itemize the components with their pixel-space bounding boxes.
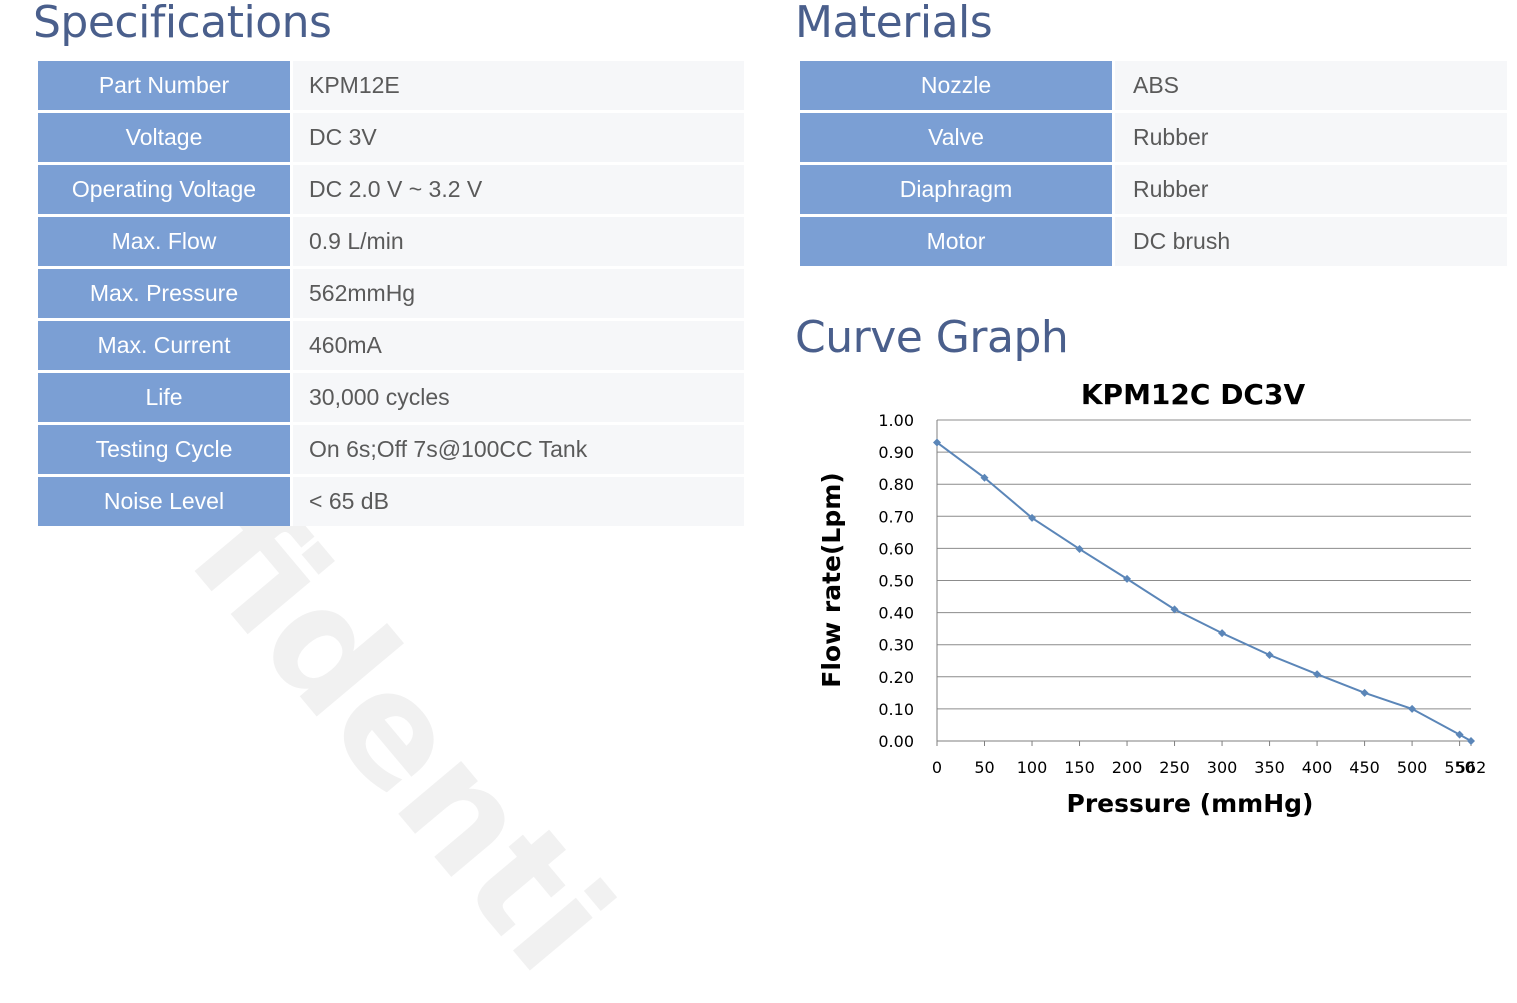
x-tick-label: 500	[1397, 758, 1428, 777]
data-point-marker	[1218, 629, 1227, 638]
spec-row: Part Number KPM12E	[38, 61, 744, 110]
material-value: DC brush	[1115, 217, 1507, 266]
spec-row: Max. Pressure 562mmHg	[38, 269, 744, 318]
material-value: ABS	[1115, 61, 1507, 110]
spec-label: Max. Flow	[38, 217, 293, 266]
series-line	[936, 441, 1472, 742]
y-tick-label: 0.40	[878, 604, 914, 623]
spec-value: KPM12E	[293, 61, 744, 110]
y-tick-label: 0.00	[878, 732, 914, 751]
y-tick-label: 0.90	[878, 443, 914, 462]
x-tick-label: 400	[1302, 758, 1333, 777]
material-label: Valve	[800, 113, 1115, 162]
y-axis-label: Flow rate(Lpm)	[817, 472, 846, 687]
material-label: Diaphragm	[800, 165, 1115, 214]
material-row: Valve Rubber	[800, 113, 1507, 162]
spec-value: 0.9 L/min	[293, 217, 744, 266]
flow-pressure-chart: KPM12C DC3V 0.00 0.10 0.20 0.30 0.40 0.50 0.60…	[817, 378, 1486, 818]
x-tick-label: 150	[1064, 758, 1095, 777]
data-point-marker	[1408, 704, 1417, 713]
data-point-marker	[1360, 688, 1369, 697]
spec-row: Operating Voltage DC 2.0 V ~ 3.2 V	[38, 165, 744, 214]
series-markers	[933, 438, 1475, 745]
material-label: Motor	[800, 217, 1115, 266]
material-row: Nozzle ABS	[800, 61, 1507, 110]
x-tick-label: 50	[974, 758, 994, 777]
materials-title: Materials	[795, 0, 993, 48]
materials-table: Nozzle ABS Valve Rubber Diaphragm Rubber Motor…	[800, 58, 1507, 269]
confidential-watermark: fidenti	[156, 470, 644, 1003]
y-tick-label: 0.50	[878, 572, 914, 591]
data-point-marker	[1123, 574, 1132, 583]
data-point-marker	[1170, 605, 1179, 614]
spec-value: 460mA	[293, 321, 744, 370]
material-value: Rubber	[1115, 165, 1507, 214]
y-tick-label: 0.20	[878, 668, 914, 687]
spec-value: 562mmHg	[293, 269, 744, 318]
spec-value: < 65 dB	[293, 477, 744, 526]
spec-row: Max. Current 460mA	[38, 321, 744, 370]
y-tick-label: 0.30	[878, 636, 914, 655]
material-value: Rubber	[1115, 113, 1507, 162]
x-tick-label: 550	[1444, 758, 1475, 777]
x-tick-label: 350	[1254, 758, 1285, 777]
spec-row: Voltage DC 3V	[38, 113, 744, 162]
spec-label: Life	[38, 373, 293, 422]
x-tick-label: 300	[1207, 758, 1238, 777]
x-tick-label: 200	[1112, 758, 1143, 777]
data-point-marker	[933, 438, 941, 447]
x-tick-label: 450	[1349, 758, 1380, 777]
data-point-marker	[1455, 730, 1464, 739]
spec-label: Max. Pressure	[38, 269, 293, 318]
spec-row: Testing Cycle On 6s;Off 7s@100CC Tank	[38, 425, 744, 474]
y-tick-label: 0.80	[878, 475, 914, 494]
material-row: Diaphragm Rubber	[800, 165, 1507, 214]
data-point-marker	[1313, 670, 1322, 679]
spec-label: Noise Level	[38, 477, 293, 526]
x-axis-label: Pressure (mmHg)	[1067, 789, 1314, 818]
x-tick-label: 0	[932, 758, 942, 777]
data-point-marker	[1265, 650, 1274, 659]
spec-value: On 6s;Off 7s@100CC Tank	[293, 425, 744, 474]
spec-row: Life 30,000 cycles	[38, 373, 744, 422]
spec-label: Testing Cycle	[38, 425, 293, 474]
spec-row: Noise Level < 65 dB	[38, 477, 744, 526]
specifications-table: Part Number KPM12E Voltage DC 3V Operating V…	[38, 58, 744, 529]
spec-value: 30,000 cycles	[293, 373, 744, 422]
spec-row: Max. Flow 0.9 L/min	[38, 217, 744, 266]
y-tick-label: 1.00	[878, 411, 914, 430]
specifications-title: Specifications	[33, 0, 332, 48]
spec-label: Part Number	[38, 61, 293, 110]
material-row: Motor DC brush	[800, 217, 1507, 266]
x-tick-label: 250	[1159, 758, 1190, 777]
y-axis-ticks: 0.00 0.10 0.20 0.30 0.40 0.50 0.60 0.70 0.80 0.90…	[878, 411, 914, 751]
spec-value: DC 3V	[293, 113, 744, 162]
curve-graph-title: Curve Graph	[795, 312, 1069, 363]
y-tick-label: 0.70	[878, 507, 914, 526]
spec-label: Max. Current	[38, 321, 293, 370]
data-point-marker	[1467, 737, 1475, 745]
data-point-marker	[1028, 513, 1037, 522]
x-tick-label: 562	[1456, 758, 1487, 777]
y-tick-label: 0.60	[878, 539, 914, 558]
spec-label: Voltage	[38, 113, 293, 162]
chart-title: KPM12C DC3V	[1081, 378, 1306, 411]
y-tick-label: 0.10	[878, 700, 914, 719]
spec-value: DC 2.0 V ~ 3.2 V	[293, 165, 744, 214]
chart-gridlines	[937, 419, 1471, 710]
material-label: Nozzle	[800, 61, 1115, 110]
spec-label: Operating Voltage	[38, 165, 293, 214]
data-point-marker	[1075, 545, 1084, 554]
data-point-marker	[980, 473, 989, 482]
x-tick-label: 100	[1017, 758, 1048, 777]
